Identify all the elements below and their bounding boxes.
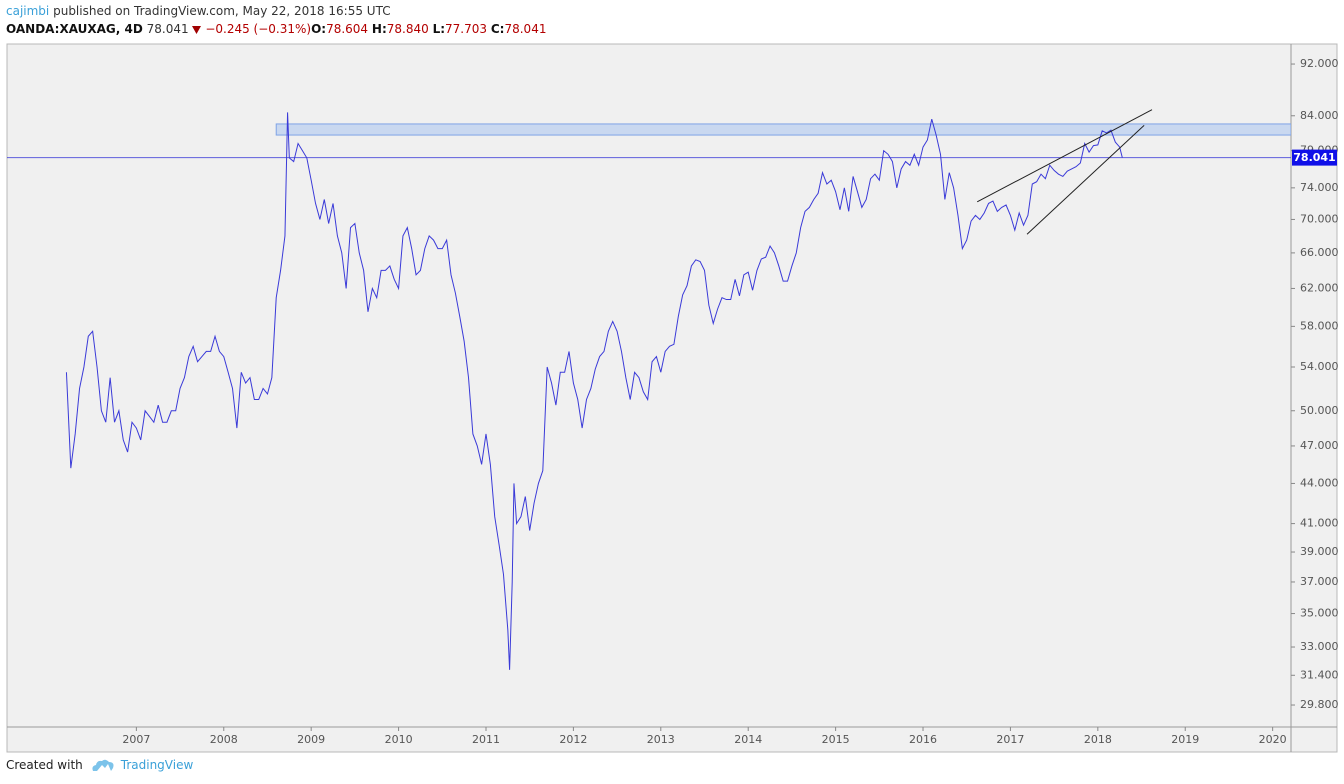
y-tick-label: 92.000 <box>1300 57 1339 70</box>
x-tick-label: 2013 <box>647 733 675 746</box>
logo <box>92 759 114 771</box>
x-tick-label: 2011 <box>472 733 500 746</box>
open-label: O: <box>311 22 327 36</box>
footer: Created with TradingView <box>6 758 193 772</box>
last-price: 78.041 <box>146 22 189 36</box>
high: 78.840 <box>386 22 429 36</box>
header-line-1: cajimbi published on TradingView.com, Ma… <box>6 4 391 18</box>
y-tick-label: 70.000 <box>1300 212 1339 225</box>
y-tick-label: 37.000 <box>1300 575 1339 588</box>
y-tick-label: 62.000 <box>1300 281 1339 294</box>
down-arrow <box>192 25 202 34</box>
y-tick-label: 79.000 <box>1300 144 1339 157</box>
low-label: L: <box>432 22 446 36</box>
x-tick-label: 2008 <box>210 733 238 746</box>
x-tick-label: 2017 <box>996 733 1024 746</box>
change: −0.245 (−0.31%) <box>205 22 312 36</box>
x-tick-label: 2018 <box>1084 733 1112 746</box>
x-tick-label: 2016 <box>909 733 937 746</box>
last-price-label: 78.041 <box>1293 151 1335 164</box>
trendline <box>976 109 1153 203</box>
x-tick-label: 2009 <box>297 733 325 746</box>
y-tick-label: 39.000 <box>1300 545 1339 558</box>
x-tick-label: 2010 <box>385 733 413 746</box>
trendline <box>1026 124 1145 235</box>
y-tick-label: 66.000 <box>1300 246 1339 259</box>
y-tick-label: 50.000 <box>1300 404 1339 417</box>
y-tick-label: 74.000 <box>1300 181 1339 194</box>
y-tick-label: 44.000 <box>1300 476 1339 489</box>
high-label: H: <box>371 22 387 36</box>
created-with: Created with <box>6 758 83 772</box>
plot-area <box>7 109 1291 670</box>
low: 77.703 <box>445 22 488 36</box>
y-tick-label: 35.000 <box>1300 607 1339 620</box>
x-tick-label: 2014 <box>734 733 762 746</box>
x-tick-label: 2012 <box>559 733 587 746</box>
y-tick-label: 29.800 <box>1300 698 1339 711</box>
close-label: C: <box>490 22 505 36</box>
y-tick-label: 54.000 <box>1300 360 1339 373</box>
price-line <box>65 112 1123 670</box>
close: 78.041 <box>504 22 547 36</box>
x-tick-label: 2007 <box>122 733 150 746</box>
y-tick-label: 31.400 <box>1300 668 1339 681</box>
y-tick-label: 41.000 <box>1300 517 1339 530</box>
y-tick-label: 84.000 <box>1300 109 1339 122</box>
x-tick-label: 2020 <box>1259 733 1287 746</box>
header-line-2: OANDA:XAUXAG, 4D 78.041 −0.245 (−0.31%)O… <box>6 22 546 36</box>
brand[interactable]: TradingView <box>120 758 194 772</box>
published: published on TradingView.com, May 22, 20… <box>53 4 391 18</box>
open: 78.604 <box>326 22 369 36</box>
symbol: OANDA:XAUXAG, 4D <box>6 22 143 36</box>
chart-background <box>6 43 1338 753</box>
y-tick-label: 33.000 <box>1300 640 1339 653</box>
x-tick-label: 2019 <box>1171 733 1199 746</box>
y-tick-label: 47.000 <box>1300 439 1339 452</box>
author[interactable]: cajimbi <box>6 4 50 18</box>
zone <box>275 123 1291 136</box>
y-tick-label: 58.000 <box>1300 319 1339 332</box>
last-price-box <box>1292 149 1337 166</box>
x-tick-label: 2015 <box>822 733 850 746</box>
